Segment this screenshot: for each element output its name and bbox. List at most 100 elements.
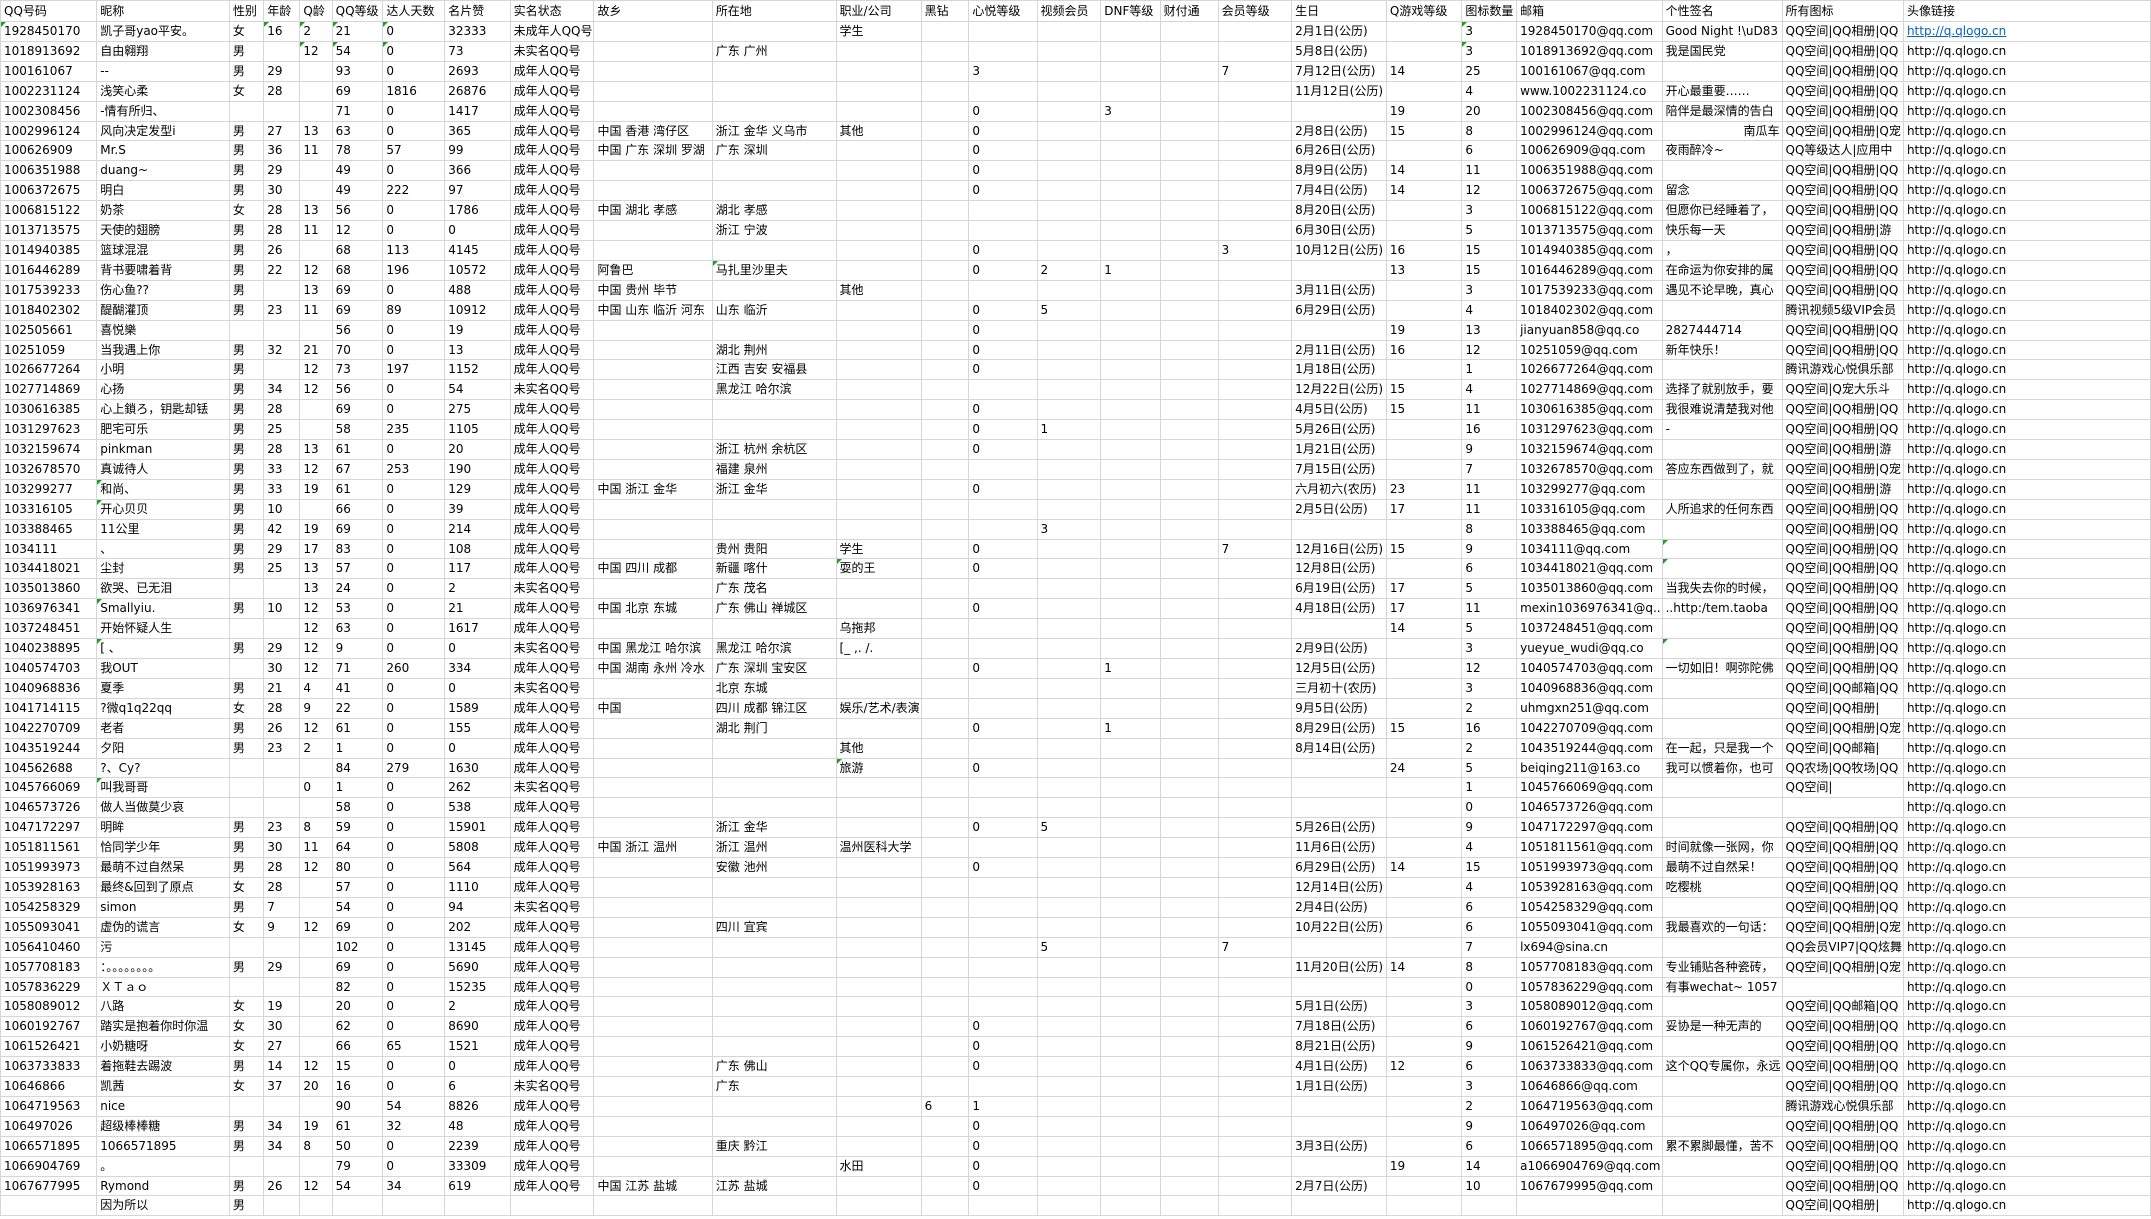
cell-level[interactable]: 61 [331, 478, 384, 500]
cell-qgame[interactable]: 13 [1385, 259, 1463, 281]
cell-qage[interactable] [299, 1095, 333, 1117]
cell-hometown[interactable] [593, 1036, 713, 1058]
cell-sex[interactable]: 男 [228, 399, 265, 421]
cell-location[interactable]: 北京 东城 [711, 677, 837, 699]
cell-heizuan[interactable] [920, 538, 970, 560]
cell-qgame[interactable] [1385, 299, 1463, 321]
cell-vip[interactable] [1217, 896, 1293, 918]
cell-vip[interactable] [1217, 359, 1293, 381]
cell-location[interactable]: 黑龙江 哈尔滨 [711, 379, 837, 401]
cell-birthday[interactable]: 6月29日(公历) [1291, 857, 1387, 878]
cell-birthday[interactable]: 4月18日(公历) [1291, 598, 1387, 620]
cell-email[interactable]: 1058089012@qq.com [1516, 996, 1663, 1018]
cell-zan[interactable]: 0 [444, 737, 511, 759]
cell-heizuan[interactable] [920, 478, 970, 500]
cell-nick[interactable]: 凯子哥yao平安。 [96, 21, 230, 42]
cell-dnf[interactable] [1100, 996, 1161, 1018]
cell-location[interactable] [711, 777, 837, 799]
cell-heizuan[interactable] [920, 200, 970, 222]
cell-age[interactable]: 30 [263, 180, 301, 202]
cell-sex[interactable]: 女 [228, 1036, 265, 1058]
cell-dnf[interactable] [1100, 578, 1161, 600]
cell-qage[interactable]: 4 [299, 677, 333, 699]
cell-age[interactable]: 29 [263, 538, 301, 560]
cell-location[interactable] [711, 876, 837, 898]
cell-dnf[interactable] [1100, 419, 1161, 441]
cell-dnf[interactable] [1100, 299, 1161, 321]
cell-location[interactable] [711, 498, 837, 520]
cell-hometown[interactable] [593, 220, 713, 241]
cell-caifutong[interactable] [1159, 658, 1219, 679]
cell-sig[interactable]: 夜雨醉冷~ [1661, 140, 1783, 162]
cell-qage[interactable]: 12 [299, 916, 333, 938]
cell-qage[interactable] [299, 1036, 333, 1058]
cell-job[interactable] [835, 1175, 922, 1197]
cell-nick[interactable]: 肥宅可乐 [96, 419, 230, 441]
cell-caifutong[interactable] [1159, 777, 1219, 799]
cell-heizuan[interactable] [920, 638, 970, 659]
cell-sex[interactable]: 男 [228, 1175, 265, 1197]
cell-sex[interactable]: 男 [228, 1056, 265, 1078]
cell-dnf[interactable] [1100, 498, 1161, 520]
cell-heizuan[interactable] [920, 80, 970, 102]
cell-sex[interactable]: 男 [228, 478, 265, 500]
col-header-qq[interactable]: QQ号码 [0, 0, 98, 22]
cell-daren[interactable]: 0 [382, 279, 446, 301]
cell-birthday[interactable]: 5月26日(公历) [1291, 419, 1387, 441]
cell-realname[interactable]: 未实名QQ号 [509, 677, 595, 699]
cell-birthday[interactable]: 2月9日(公历) [1291, 638, 1387, 659]
cell-icons_n[interactable]: 4 [1461, 876, 1518, 898]
cell-daren[interactable] [382, 1195, 446, 1217]
cell-birthday[interactable] [1291, 976, 1387, 998]
cell-level[interactable]: 82 [331, 976, 384, 998]
cell-heizuan[interactable] [920, 598, 970, 620]
cell-hometown[interactable]: 中国 四川 成都 [593, 558, 713, 580]
cell-sig[interactable]: 选择了就别放手，要 [1661, 379, 1783, 401]
cell-zan[interactable]: 214 [444, 518, 511, 540]
cell-sig[interactable] [1661, 1076, 1783, 1097]
cell-vip[interactable] [1217, 777, 1293, 799]
cell-level[interactable]: 49 [331, 160, 384, 182]
cell-sig[interactable] [1661, 558, 1783, 580]
cell-vip[interactable]: 7 [1217, 936, 1293, 958]
cell-birthday[interactable]: 8月21日(公历) [1291, 1036, 1387, 1058]
cell-age[interactable] [263, 797, 301, 819]
cell-xinyue[interactable] [968, 697, 1038, 719]
cell-qage[interactable]: 12 [299, 618, 333, 640]
cell-realname[interactable]: 成年人QQ号 [509, 757, 595, 779]
cell-video[interactable] [1036, 976, 1102, 998]
cell-sig[interactable]: 陪伴是最深情的告白 [1661, 100, 1783, 122]
cell-email[interactable]: 1018402302@qq.com [1516, 299, 1663, 321]
cell-qgame[interactable] [1385, 1016, 1463, 1038]
cell-hometown[interactable] [593, 359, 713, 381]
cell-dnf[interactable] [1100, 80, 1161, 102]
cell-nick[interactable]: 11公里 [96, 518, 230, 540]
cell-sex[interactable]: 女 [228, 876, 265, 898]
cell-email[interactable]: 100626909@qq.com [1516, 140, 1663, 162]
cell-video[interactable] [1036, 876, 1102, 898]
cell-qgame[interactable]: 19 [1385, 319, 1463, 341]
cell-dnf[interactable] [1100, 1175, 1161, 1197]
cell-qgame[interactable]: 19 [1385, 1155, 1463, 1177]
cell-hometown[interactable]: 中国 [593, 697, 713, 719]
cell-heizuan[interactable] [920, 658, 970, 679]
cell-vip[interactable] [1217, 259, 1293, 281]
cell-xinyue[interactable]: 0 [968, 1016, 1038, 1038]
cell-daren[interactable]: 0 [382, 1076, 446, 1097]
cell-location[interactable]: 新疆 喀什 [711, 558, 837, 580]
cell-caifutong[interactable] [1159, 518, 1219, 540]
cell-xinyue[interactable] [968, 220, 1038, 241]
cell-sig[interactable]: - [1661, 419, 1783, 441]
cell-realname[interactable]: 成年人QQ号 [509, 498, 595, 520]
cell-video[interactable]: 5 [1036, 817, 1102, 839]
cell-sex[interactable]: 男 [228, 299, 265, 321]
cell-age[interactable]: 28 [263, 857, 301, 878]
cell-sex[interactable]: 男 [228, 638, 265, 659]
cell-location[interactable] [711, 60, 837, 82]
cell-email[interactable]: 1032159674@qq.com [1516, 439, 1663, 460]
cell-level[interactable]: 61 [331, 1115, 384, 1137]
cell-location[interactable] [711, 956, 837, 978]
cell-nick[interactable]: simon [96, 896, 230, 918]
cell-icons_n[interactable]: 4 [1461, 299, 1518, 321]
cell-qq[interactable]: 1032159674 [0, 439, 98, 460]
